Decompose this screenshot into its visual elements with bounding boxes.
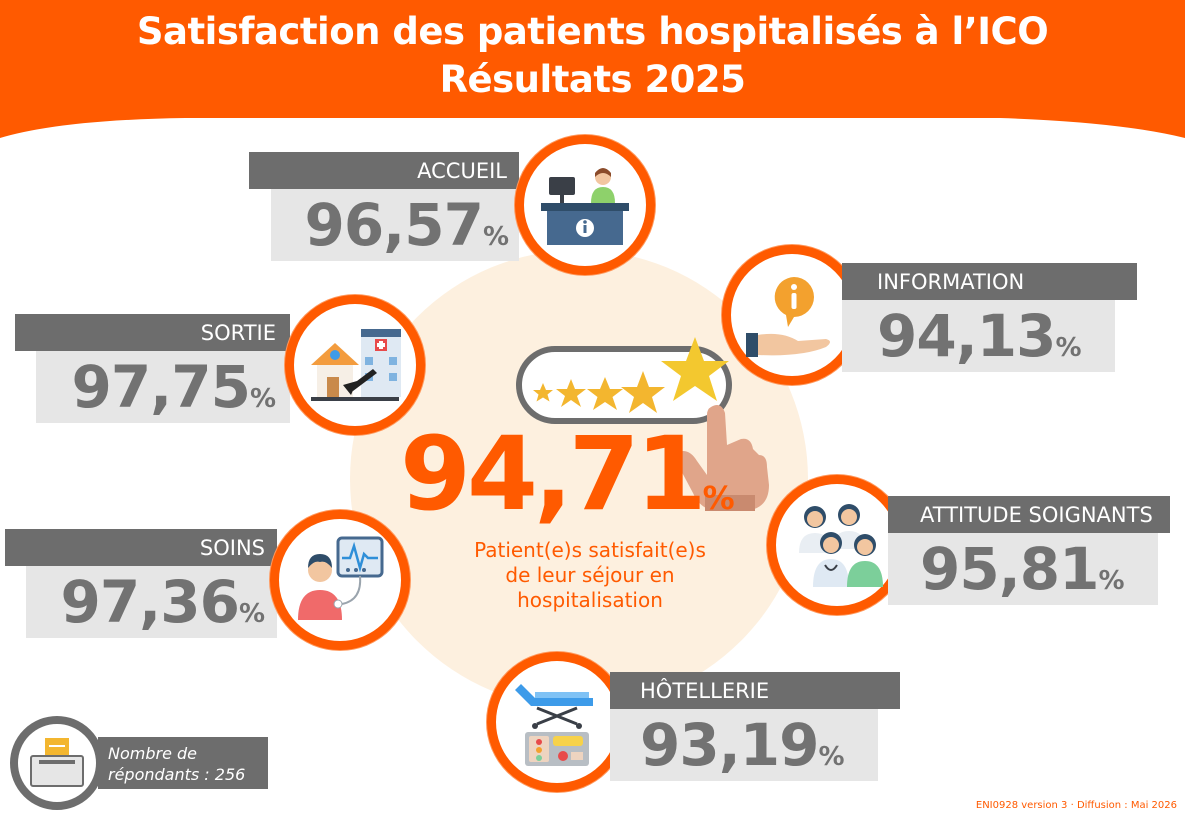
respondents-count: répondants : 256	[108, 765, 246, 784]
respondents-circle	[10, 716, 104, 810]
house-hospital-icon	[311, 329, 401, 401]
hotellerie-circle	[487, 652, 627, 792]
info-hand-icon	[746, 277, 830, 357]
label-information: INFORMATION	[842, 263, 1137, 300]
caption-line-3: hospitalisation	[517, 588, 663, 612]
value-sortie: 97,75%	[36, 351, 290, 423]
label-hotellerie: HÔTELLERIE	[610, 672, 900, 709]
information-circle	[722, 245, 862, 385]
accueil-circle	[515, 135, 655, 275]
respondents-line-1: Nombre de	[108, 744, 198, 763]
label-attitude-soignants: ATTITUDE SOIGNANTS	[888, 496, 1170, 533]
sortie-circle	[285, 295, 425, 435]
value-hotellerie: 93,19%	[610, 709, 878, 781]
value-information: 94,13%	[842, 300, 1115, 372]
label-sortie: SORTIE	[15, 314, 290, 351]
label-accueil: ACCUEIL	[249, 152, 519, 189]
overall-satisfaction-value: 94,71%	[400, 415, 735, 534]
header-shape	[0, 0, 1185, 138]
attitude-circle	[767, 475, 907, 615]
header-banner: Satisfaction des patients hospitalisés à…	[0, 0, 1185, 150]
caption-line-2: de leur séjour en	[505, 563, 675, 587]
page-subtitle: Résultats 2025	[439, 58, 746, 101]
care-staff-icon	[799, 504, 883, 587]
bed-meal-icon	[515, 684, 593, 766]
footer-reference: ENI0928 version 3 · Diffusion : Mai 2026	[975, 800, 1177, 811]
ballot-box-icon	[30, 738, 84, 787]
patient-monitor-icon	[298, 536, 384, 620]
page-title: Satisfaction des patients hospitalisés à…	[136, 10, 1049, 53]
value-soins: 97,36%	[26, 566, 277, 638]
value-attitude-soignants: 95,81%	[888, 533, 1158, 605]
label-soins: SOINS	[5, 529, 277, 566]
respondents-box: Nombre de répondants : 256	[98, 737, 268, 789]
soins-circle	[270, 510, 410, 650]
caption-line-1: Patient(e)s satisfait(e)s	[474, 538, 706, 562]
star-rating-icon	[516, 337, 769, 511]
reception-desk-icon	[541, 168, 629, 245]
value-accueil: 96,57%	[271, 189, 519, 261]
overall-satisfaction-caption: Patient(e)s satisfait(e)s de leur séjour…	[440, 538, 740, 613]
